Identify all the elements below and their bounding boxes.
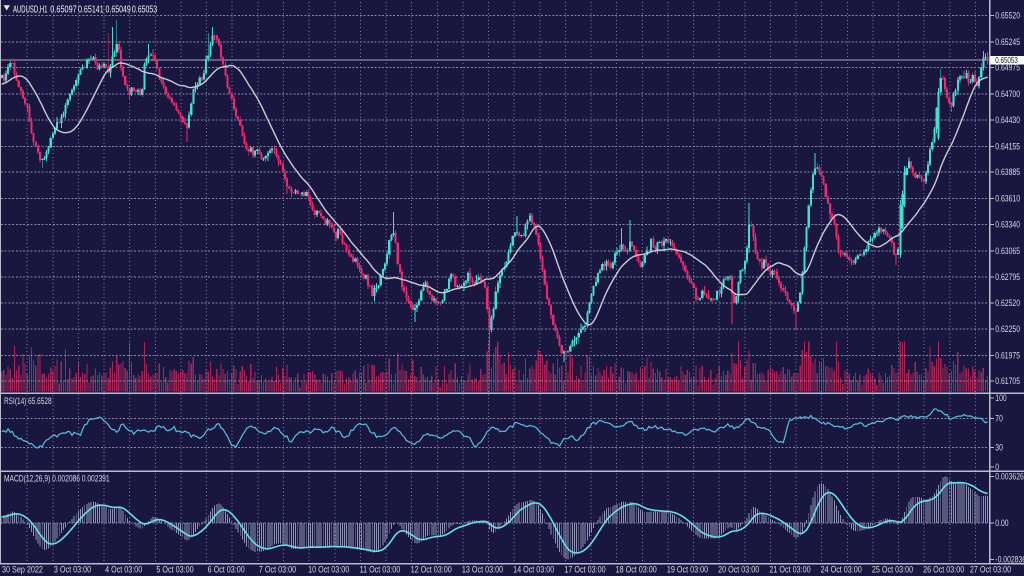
svg-text:0.61705: 0.61705 (995, 376, 1020, 386)
svg-text:0.65053: 0.65053 (995, 56, 1018, 65)
svg-text:0.65520: 0.65520 (995, 10, 1020, 20)
svg-text:30 Sep 2022: 30 Sep 2022 (2, 564, 43, 574)
svg-text:0.00: 0.00 (995, 518, 1008, 528)
svg-text:70: 70 (995, 413, 1003, 423)
svg-text:0.003626: 0.003626 (995, 472, 1024, 482)
svg-text:0.64975: 0.64975 (995, 63, 1020, 73)
svg-text:MACD(12,26,9) 0.002086 0.00239: MACD(12,26,9) 0.002086 0.002391 (4, 474, 110, 484)
svg-text:27 Oct 03:00: 27 Oct 03:00 (970, 564, 1011, 574)
svg-text:6 Oct 03:00: 6 Oct 03:00 (208, 564, 245, 574)
svg-text:0.65049: 0.65049 (106, 3, 131, 15)
svg-text:25 Oct 03:00: 25 Oct 03:00 (872, 564, 913, 574)
svg-text:0.65097: 0.65097 (50, 3, 77, 15)
svg-text:26 Oct 03:00: 26 Oct 03:00 (923, 564, 964, 574)
svg-text:100: 100 (995, 393, 1006, 403)
svg-text:14 Oct 03:00: 14 Oct 03:00 (513, 564, 554, 574)
svg-text:12 Oct 03:00: 12 Oct 03:00 (411, 564, 452, 574)
svg-text:17 Oct 03:00: 17 Oct 03:00 (564, 564, 605, 574)
svg-text:11 Oct 03:00: 11 Oct 03:00 (360, 564, 401, 574)
svg-text:RSI(14) 65.6528: RSI(14) 65.6528 (4, 396, 52, 406)
svg-text:AUDUSD,H1: AUDUSD,H1 (13, 3, 48, 15)
svg-text:0.63885: 0.63885 (995, 167, 1020, 177)
svg-text:5 Oct 03:00: 5 Oct 03:00 (156, 564, 193, 574)
svg-text:0.62795: 0.62795 (995, 272, 1020, 282)
svg-text:4 Oct 03:00: 4 Oct 03:00 (105, 564, 142, 574)
svg-text:13 Oct 03:00: 13 Oct 03:00 (462, 564, 503, 574)
svg-text:3 Oct 03:00: 3 Oct 03:00 (54, 564, 91, 574)
svg-text:0.64700: 0.64700 (995, 89, 1020, 99)
svg-text:18 Oct 03:00: 18 Oct 03:00 (616, 564, 657, 574)
svg-text:24 Oct 03:00: 24 Oct 03:00 (821, 564, 862, 574)
svg-text:0.62520: 0.62520 (995, 298, 1020, 308)
svg-text:20 Oct 03:00: 20 Oct 03:00 (718, 564, 759, 574)
svg-text:0.62250: 0.62250 (995, 324, 1020, 334)
svg-text:0.61975: 0.61975 (995, 350, 1020, 360)
svg-text:7 Oct 03:00: 7 Oct 03:00 (259, 564, 296, 574)
svg-text:0.65053: 0.65053 (132, 3, 157, 15)
svg-text:0.63340: 0.63340 (995, 220, 1020, 230)
svg-text:30: 30 (995, 443, 1003, 453)
svg-text:0.64155: 0.64155 (995, 141, 1020, 151)
svg-text:0: 0 (995, 462, 999, 472)
svg-text:0.65141: 0.65141 (78, 3, 104, 15)
svg-text:-0.002836: -0.002836 (995, 554, 1024, 564)
svg-text:21 Oct 03:00: 21 Oct 03:00 (769, 564, 810, 574)
svg-text:19 Oct 03:00: 19 Oct 03:00 (667, 564, 708, 574)
svg-text:0.63610: 0.63610 (995, 194, 1020, 204)
svg-text:0.65245: 0.65245 (995, 37, 1020, 47)
svg-text:0.63065: 0.63065 (995, 246, 1020, 256)
svg-text:0.64430: 0.64430 (995, 115, 1020, 125)
svg-text:10 Oct 03:00: 10 Oct 03:00 (308, 564, 349, 574)
